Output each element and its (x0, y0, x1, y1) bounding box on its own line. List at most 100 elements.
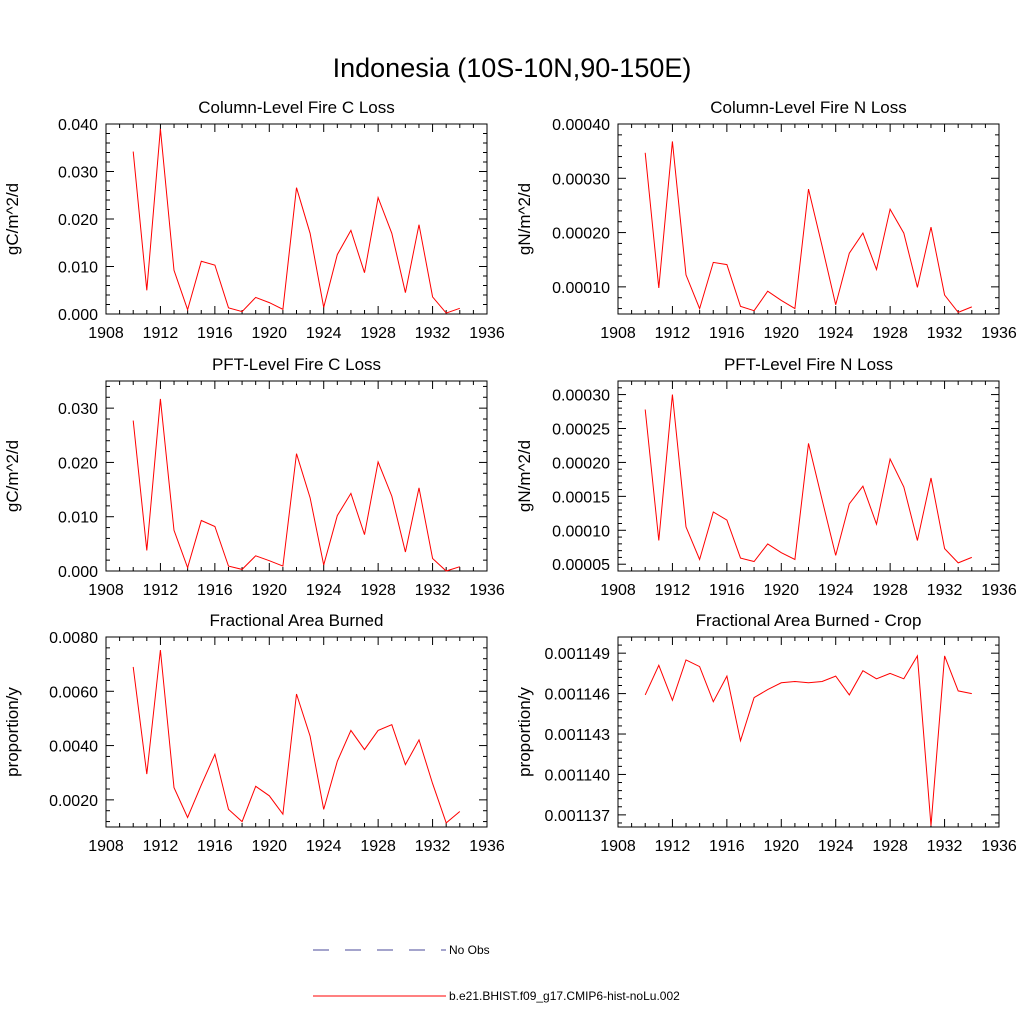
x-tick-label: 1908 (88, 838, 124, 855)
panel-title: Column-Level Fire N Loss (710, 98, 907, 117)
x-tick-label: 1932 (415, 838, 451, 855)
chart-panel-5: Fractional Area Burned proportion/y 1908 19… (3, 611, 505, 855)
x-tick-label: 1936 (469, 838, 505, 855)
y-axis-label: gN/m^2/d (515, 183, 534, 255)
x-tick-label: 1920 (251, 838, 287, 855)
x-tick-label: 1924 (306, 838, 342, 855)
x-tick-label: 1916 (709, 582, 745, 599)
x-tick-label: 1916 (197, 582, 233, 599)
chart-panel-1: Column-Level Fire C Loss gC/m^2/d 1908 1912… (3, 98, 505, 342)
x-tick-label: 1920 (251, 582, 287, 599)
y-tick-label: 0.001140 (544, 767, 610, 784)
x-tick-label: 1932 (927, 838, 963, 855)
panel-title: Fractional Area Burned - Crop (696, 611, 922, 630)
y-tick-label: 0.00010 (552, 280, 610, 297)
series-line-1 (644, 141, 972, 314)
x-tick-label: 1936 (981, 838, 1017, 855)
x-tick-label: 1912 (143, 325, 179, 342)
y-axis-label: gC/m^2/d (3, 440, 22, 512)
x-tick-label: 1912 (143, 838, 179, 855)
plot-frame (617, 636, 1000, 828)
x-tick-label: 1936 (981, 582, 1017, 599)
x-tick-label: 1916 (197, 325, 233, 342)
chart-panel-6: Fractional Area Burned - Crop proportion/… (515, 611, 1017, 855)
figure-title: Indonesia (10S-10N,90-150E) (333, 53, 692, 83)
y-tick-label: 0.000 (58, 307, 98, 324)
x-tick-label: 1928 (872, 838, 908, 855)
x-tick-label: 1932 (415, 325, 451, 342)
y-tick-label: 0.020 (58, 212, 98, 229)
x-tick-label: 1908 (600, 325, 636, 342)
x-tick-label: 1936 (469, 325, 505, 342)
x-tick-label: 1920 (763, 838, 799, 855)
y-tick-label: 0.030 (58, 165, 98, 182)
plot-frame (617, 380, 1000, 572)
y-tick-label: 0.020 (58, 455, 98, 472)
panel-title: Fractional Area Burned (210, 611, 384, 630)
x-tick-label: 1928 (872, 325, 908, 342)
y-tick-label: 0.00025 (552, 422, 610, 439)
panel-title: Column-Level Fire C Loss (198, 98, 395, 117)
series-line-1 (132, 649, 461, 824)
series-line-1 (132, 398, 460, 572)
y-tick-label: 0.000 (58, 564, 98, 581)
panel-title: PFT-Level Fire C Loss (212, 355, 381, 374)
legend-label-1: No Obs (449, 943, 490, 957)
y-tick-label: 0.040 (58, 117, 98, 134)
x-tick-label: 1932 (927, 582, 963, 599)
y-tick-label: 0.00030 (552, 388, 610, 405)
legend: No Obs b.e21.BHIST.f09_g17.CMIP6-hist-noL… (313, 943, 680, 1003)
panel-title: PFT-Level Fire N Loss (724, 355, 893, 374)
x-tick-label: 1920 (763, 325, 799, 342)
x-tick-label: 1912 (655, 838, 691, 855)
x-tick-label: 1912 (655, 582, 691, 599)
chart-panel-4: PFT-Level Fire N Loss gN/m^2/d 1908 1912 191… (515, 355, 1017, 599)
x-tick-label: 1936 (469, 582, 505, 599)
series-line-1 (132, 128, 460, 314)
x-tick-label: 1916 (197, 838, 233, 855)
x-tick-label: 1928 (360, 325, 396, 342)
legend-label-2: b.e21.BHIST.f09_g17.CMIP6-hist-noLu.002 (449, 989, 680, 1003)
y-tick-label: 0.0020 (49, 793, 98, 810)
y-tick-label: 0.00040 (552, 117, 610, 134)
x-tick-label: 1908 (600, 582, 636, 599)
y-axis-label: proportion/y (3, 687, 22, 777)
y-tick-label: 0.001143 (544, 727, 610, 744)
x-tick-label: 1932 (927, 325, 963, 342)
x-tick-label: 1908 (88, 582, 124, 599)
y-tick-label: 0.001146 (544, 687, 610, 704)
plot-frame (105, 636, 488, 828)
x-tick-label: 1924 (306, 582, 342, 599)
x-tick-label: 1920 (763, 582, 799, 599)
chart-panel-2: Column-Level Fire N Loss gN/m^2/d 1908 1912… (515, 98, 1017, 342)
x-tick-label: 1924 (818, 838, 854, 855)
y-tick-label: 0.0040 (49, 739, 98, 756)
x-tick-label: 1916 (709, 838, 745, 855)
panels: Column-Level Fire C Loss gC/m^2/d 1908 1912… (3, 98, 1017, 855)
x-tick-label: 1928 (872, 582, 908, 599)
x-tick-label: 1924 (818, 582, 854, 599)
y-tick-label: 0.010 (58, 510, 98, 527)
x-tick-label: 1924 (306, 325, 342, 342)
x-tick-label: 1920 (251, 325, 287, 342)
y-tick-label: 0.00020 (552, 455, 610, 472)
y-tick-label: 0.0060 (49, 684, 98, 701)
x-tick-label: 1912 (143, 582, 179, 599)
y-axis-label: gN/m^2/d (515, 440, 534, 512)
y-tick-label: 0.00005 (552, 557, 610, 574)
x-tick-label: 1924 (818, 325, 854, 342)
y-tick-label: 0.030 (58, 401, 98, 418)
series-line-1 (644, 394, 972, 564)
y-axis-label: gC/m^2/d (3, 183, 22, 255)
plot-frame (617, 123, 1000, 315)
y-tick-label: 0.001149 (544, 646, 610, 663)
y-tick-label: 0.00010 (552, 523, 610, 540)
x-tick-label: 1908 (600, 838, 636, 855)
x-tick-label: 1932 (415, 582, 451, 599)
y-tick-label: 0.00020 (552, 226, 610, 243)
x-tick-label: 1908 (88, 325, 124, 342)
y-tick-label: 0.010 (58, 260, 98, 277)
y-axis-label: proportion/y (515, 687, 534, 777)
y-tick-label: 0.0080 (49, 630, 98, 647)
y-tick-label: 0.001137 (544, 808, 610, 825)
